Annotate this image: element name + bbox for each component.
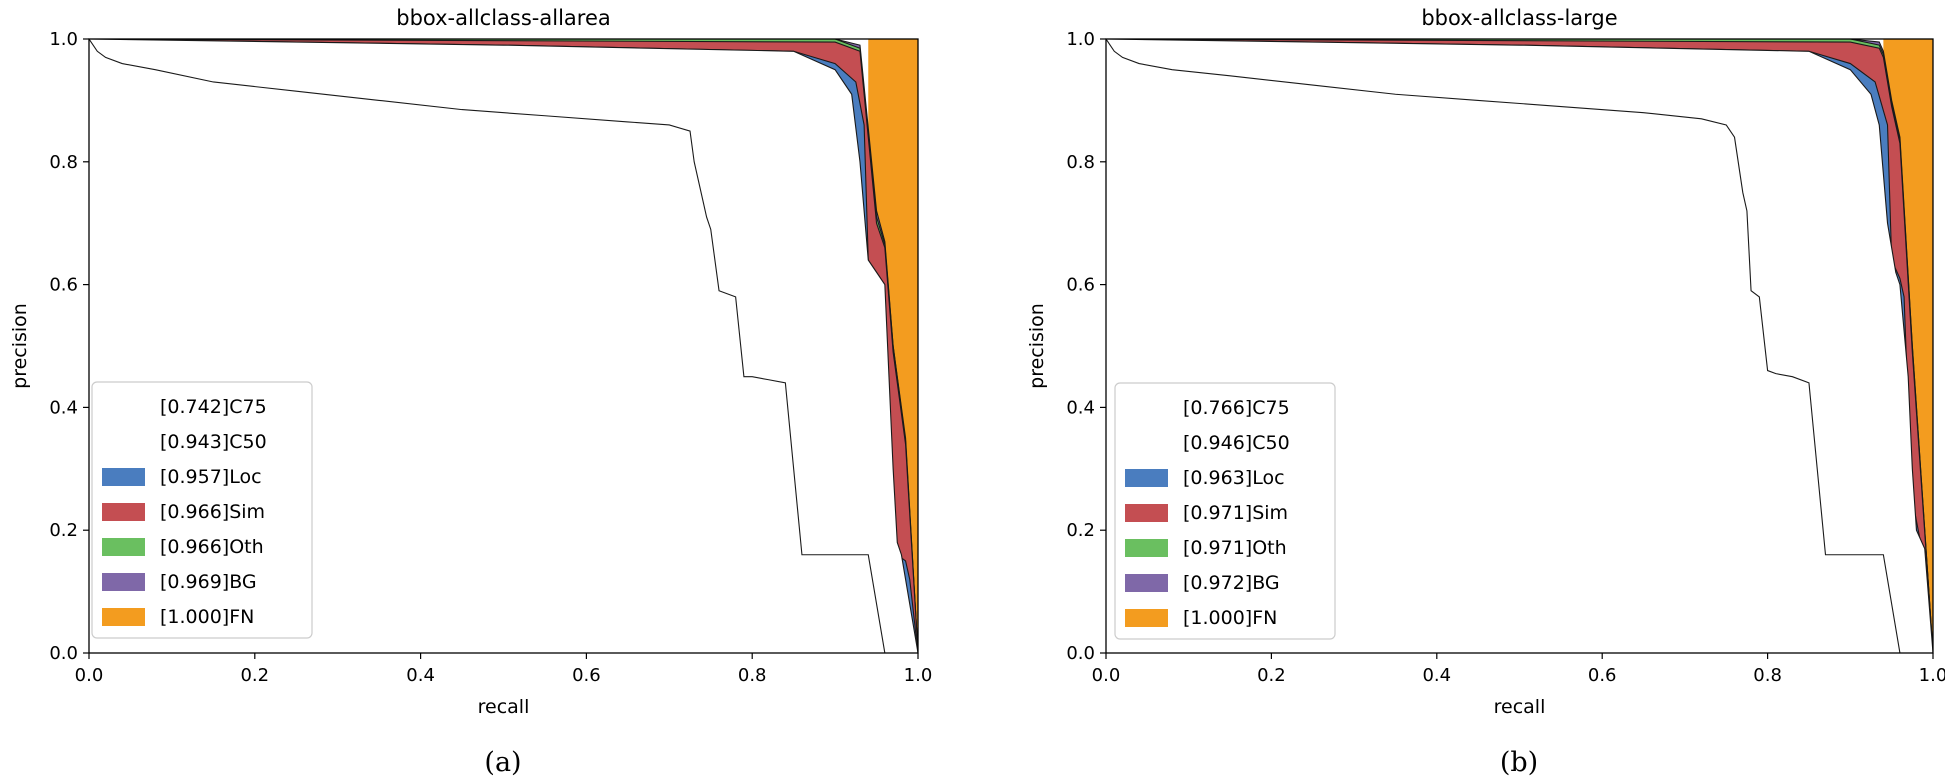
legend-swatch	[102, 608, 145, 626]
legend-swatch	[102, 538, 145, 556]
y-tick-label: 0.0	[49, 643, 78, 664]
axes-frame	[1105, 38, 1934, 654]
legend-label: [1.000]FN	[1183, 607, 1277, 629]
legend-box	[1114, 382, 1336, 640]
y-tick-label: 0.4	[49, 397, 78, 418]
legend-swatch	[1125, 504, 1168, 522]
figure-caption: (a)	[484, 747, 521, 778]
x-tick-label: 0.0	[1092, 665, 1121, 686]
legend-swatch	[1125, 609, 1168, 627]
legend-swatch	[1125, 434, 1168, 452]
legend-label: [0.957]Loc	[160, 466, 262, 488]
y-tick-label: 0.6	[1066, 275, 1095, 296]
x-tick-label: 0.0	[75, 665, 104, 686]
legend-label: [0.969]BG	[160, 571, 257, 593]
legend-swatch	[1125, 574, 1168, 592]
legend-label: [0.966]Oth	[160, 536, 264, 558]
x-tick-label: 0.2	[1257, 665, 1286, 686]
curve-c75	[89, 39, 886, 653]
legend: [0.766]C75 [0.946]C50 [0.963]Loc [0.971]Sim…	[1114, 382, 1336, 640]
legend-swatch	[1125, 469, 1168, 487]
axes-frame	[88, 38, 919, 654]
curve-c50	[1106, 39, 1933, 653]
legend-label: [1.000]FN	[160, 606, 254, 628]
x-axis-label: recall	[1494, 696, 1546, 718]
legend-swatch	[102, 398, 145, 416]
legend-swatch	[102, 503, 145, 521]
legend-label: [0.742]C75	[160, 396, 267, 418]
legend-label: [0.766]C75	[1183, 397, 1290, 419]
legend-box	[91, 381, 313, 639]
y-tick-label: 1.0	[1066, 29, 1095, 50]
y-tick-label: 0.0	[1066, 643, 1095, 664]
x-tick-label: 0.4	[406, 665, 435, 686]
legend-label: [0.972]BG	[1183, 572, 1280, 594]
chart-title: bbox-allclass-allarea	[396, 6, 610, 30]
y-tick-label: 0.2	[49, 520, 78, 541]
x-tick-label: 0.8	[738, 665, 767, 686]
legend: [0.742]C75 [0.943]C50 [0.957]Loc [0.966]Sim…	[91, 381, 313, 639]
legend-label: [0.946]C50	[1183, 432, 1290, 454]
chart-panel-1: 0.0 0.2 0.4 0.6 0.8 1.0 0.0 0.2 0.4 0.6 0.8 1.0 bbox…	[9, 6, 932, 778]
y-tick-label: 0.8	[1066, 152, 1095, 173]
legend-label: [0.943]C50	[160, 431, 267, 453]
legend-swatch	[1125, 539, 1168, 557]
legend-swatch	[1125, 399, 1168, 417]
curve-sim	[89, 39, 918, 653]
y-tick-label: 0.8	[49, 152, 78, 173]
curve-c50	[89, 39, 918, 653]
x-axis-label: recall	[478, 696, 530, 718]
curve-sim	[1106, 39, 1933, 653]
y-tick-label: 0.2	[1066, 520, 1095, 541]
legend-swatch	[102, 433, 145, 451]
y-tick-label: 0.4	[1066, 397, 1095, 418]
y-tick-label: 0.6	[49, 275, 78, 296]
x-tick-label: 0.6	[572, 665, 601, 686]
chart-panel-2: 0.0 0.2 0.4 0.6 0.8 1.0 0.0 0.2 0.4 0.6 0.8 1.0 bbox…	[1026, 6, 1945, 778]
x-tick-label: 0.4	[1422, 665, 1451, 686]
chart-title: bbox-allclass-large	[1421, 6, 1617, 30]
legend-label: [0.966]Sim	[160, 501, 265, 523]
x-tick-label: 1.0	[904, 665, 933, 686]
x-tick-label: 1.0	[1919, 665, 1945, 686]
legend-label: [0.971]Sim	[1183, 502, 1288, 524]
legend-swatch	[102, 573, 145, 591]
curve-c75	[1106, 39, 1901, 653]
legend-swatch	[102, 468, 145, 486]
y-tick-label: 1.0	[49, 29, 78, 50]
y-axis-label: precision	[1026, 303, 1048, 389]
x-tick-label: 0.6	[1588, 665, 1617, 686]
x-tick-label: 0.2	[240, 665, 269, 686]
legend-label: [0.963]Loc	[1183, 467, 1285, 489]
legend-label: [0.971]Oth	[1183, 537, 1287, 559]
x-tick-label: 0.8	[1753, 665, 1782, 686]
figure-caption: (b)	[1500, 747, 1538, 778]
y-axis-label: precision	[9, 303, 31, 389]
